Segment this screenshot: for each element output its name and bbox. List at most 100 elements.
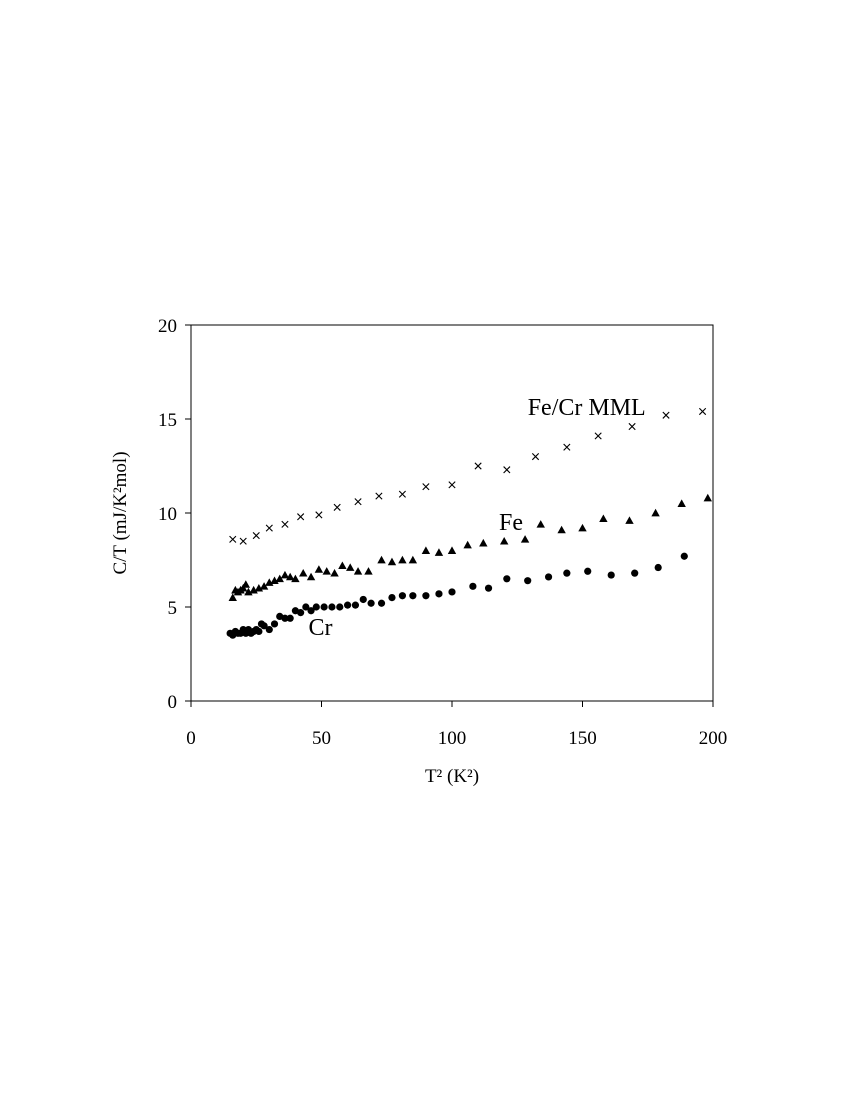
data-point-circle — [563, 569, 571, 577]
data-point-x — [594, 432, 602, 440]
data-point-circle — [328, 603, 336, 611]
y-tick-label: 15 — [158, 410, 177, 431]
data-point-circle — [286, 614, 294, 622]
data-point-triangle — [434, 548, 444, 556]
data-point-x — [333, 503, 341, 511]
data-point-x — [662, 411, 670, 419]
data-point-circle — [607, 571, 615, 579]
data-point-triangle — [578, 523, 587, 532]
x-tick-label: 50 — [312, 728, 331, 749]
data-point-circle — [377, 599, 386, 607]
data-point-triangle — [557, 525, 566, 534]
data-point-triangle — [280, 570, 290, 579]
data-point-triangle — [306, 572, 316, 581]
data-point-circle — [631, 569, 639, 577]
data-point-x — [265, 524, 273, 532]
data-point-x — [531, 453, 540, 461]
y-tick-label: 0 — [168, 692, 178, 713]
data-point-x — [315, 511, 323, 519]
data-point-triangle — [353, 567, 363, 575]
data-point-triangle — [228, 593, 237, 601]
data-point-triangle — [599, 514, 608, 522]
data-point-circle — [260, 622, 268, 630]
data-point-x — [229, 535, 237, 543]
data-point-triangle — [625, 516, 634, 524]
data-point-circle — [367, 599, 375, 607]
x-tick-label: 150 — [568, 728, 597, 749]
y-tick-label: 5 — [168, 598, 178, 619]
data-point-triangle — [275, 574, 284, 583]
series-label-fe: Fe — [499, 510, 523, 536]
data-point-triangle — [299, 568, 308, 577]
data-point-circle — [359, 595, 367, 604]
data-point-triangle — [703, 493, 712, 502]
data-point-triangle — [377, 555, 386, 564]
data-point-circle — [351, 601, 360, 609]
data-point-circle — [503, 575, 511, 583]
x-tick-label: 100 — [438, 728, 467, 749]
data-point-triangle — [314, 565, 324, 573]
data-point-triangle — [677, 499, 686, 507]
data-point-triangle — [398, 555, 407, 564]
data-point-circle — [255, 627, 263, 636]
x-tick-label: 200 — [699, 728, 728, 749]
series-fe — [228, 493, 712, 601]
data-point-x — [239, 537, 247, 545]
data-point-triangle — [259, 582, 269, 590]
data-point-circle — [307, 607, 315, 615]
data-point-x — [252, 531, 260, 540]
data-point-x — [503, 466, 511, 474]
data-point-circle — [302, 603, 310, 611]
data-point-triangle — [479, 538, 488, 547]
data-point-triangle — [241, 580, 251, 588]
series-label-fe-cr-mml: Fe/Cr MML — [528, 395, 646, 421]
y-axis-title: C/T (mJ/K²mol) — [110, 451, 131, 574]
data-point-triangle — [330, 568, 339, 577]
data-point-circle — [524, 577, 532, 585]
series-label-cr: Cr — [308, 615, 332, 641]
data-point-circle — [388, 594, 396, 602]
data-point-x — [297, 513, 305, 521]
data-point-triangle — [500, 537, 509, 545]
y-tick-label: 10 — [158, 504, 177, 525]
data-point-triangle — [651, 508, 660, 517]
data-point-circle — [312, 603, 320, 611]
data-point-triangle — [285, 572, 295, 581]
plot-area — [190, 324, 714, 702]
data-point-x — [375, 492, 383, 500]
data-point-x — [354, 498, 362, 506]
data-point-x — [281, 520, 289, 528]
data-point-triangle — [387, 557, 397, 566]
data-point-circle — [320, 603, 328, 611]
data-point-circle — [469, 582, 477, 590]
data-point-circle — [680, 552, 688, 560]
data-point-circle — [409, 592, 417, 600]
y-tick-label: 20 — [158, 316, 177, 337]
data-point-x — [474, 462, 482, 470]
data-point-circle — [344, 601, 352, 609]
data-point-triangle — [447, 546, 457, 554]
data-point-x — [422, 483, 430, 491]
data-point-triangle — [338, 561, 347, 569]
data-point-triangle — [364, 567, 373, 575]
y-axis: 0 5 10 15 20 — [158, 316, 191, 713]
data-point-triangle — [520, 535, 530, 543]
x-axis: 0 50 100 150 200 — [186, 701, 727, 749]
data-point-x — [628, 422, 636, 431]
data-point-circle — [265, 625, 273, 634]
data-point-circle — [270, 620, 279, 628]
data-point-x — [398, 490, 406, 498]
data-point-circle — [297, 609, 305, 617]
x-axis-title: T² (K²) — [425, 766, 479, 787]
data-point-circle — [422, 592, 430, 600]
data-point-circle — [484, 584, 493, 592]
data-point-circle — [435, 590, 443, 598]
data-point-x — [698, 407, 707, 416]
x-tick-label: 0 — [186, 728, 196, 749]
data-point-x — [448, 481, 456, 489]
data-point-triangle — [536, 520, 545, 528]
data-point-circle — [544, 573, 553, 581]
data-point-circle — [448, 588, 456, 596]
data-point-circle — [336, 603, 344, 611]
data-point-circle — [654, 563, 662, 572]
